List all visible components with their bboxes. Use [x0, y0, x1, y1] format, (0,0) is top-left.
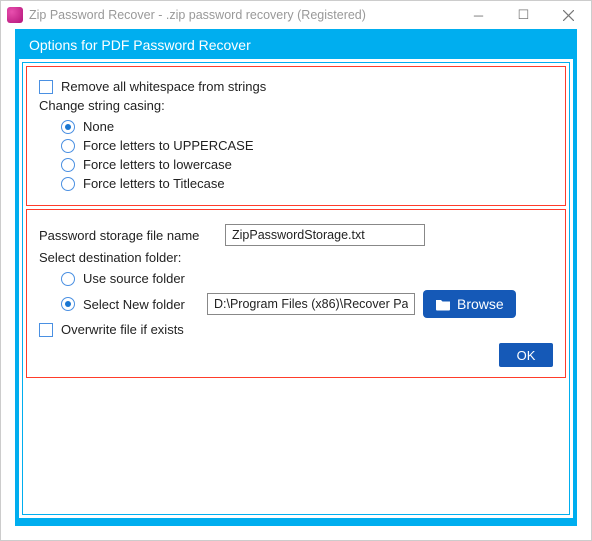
dest-label-source: Use source folder — [83, 271, 185, 286]
casing-option-lower[interactable]: Force letters to lowercase — [61, 157, 553, 172]
options-modal: Options for PDF Password Recover Remove … — [15, 29, 577, 526]
casing-label-title: Force letters to Titlecase — [83, 176, 225, 191]
storage-filename-row: Password storage file name — [39, 224, 553, 246]
casing-label-none: None — [83, 119, 114, 134]
casing-label-upper: Force letters to UPPERCASE — [83, 138, 254, 153]
window-title: Zip Password Recover - .zip password rec… — [29, 8, 366, 22]
dest-option-source[interactable]: Use source folder — [61, 271, 553, 286]
folder-icon — [435, 298, 451, 311]
browse-label: Browse — [457, 296, 504, 312]
casing-option-upper[interactable]: Force letters to UPPERCASE — [61, 138, 553, 153]
modal-body: Remove all whitespace from strings Chang… — [19, 59, 573, 518]
overwrite-row[interactable]: Overwrite file if exists — [39, 322, 553, 337]
dest-section-label: Select destination folder: — [39, 250, 553, 265]
storage-filename-input[interactable] — [225, 224, 425, 246]
casing-radio-upper[interactable] — [61, 139, 75, 153]
dest-path-input[interactable] — [207, 293, 415, 315]
browse-button[interactable]: Browse — [423, 290, 516, 318]
overwrite-label: Overwrite file if exists — [61, 322, 184, 337]
casing-option-title[interactable]: Force letters to Titlecase — [61, 176, 553, 191]
minimize-button[interactable]: ─ — [456, 1, 501, 29]
remove-whitespace-row[interactable]: Remove all whitespace from strings — [39, 79, 553, 94]
casing-label-lower: Force letters to lowercase — [83, 157, 232, 172]
modal-title: Options for PDF Password Recover — [19, 33, 573, 59]
dest-label-new: Select New folder — [83, 297, 199, 312]
remove-whitespace-checkbox[interactable] — [39, 80, 53, 94]
dest-radio-new[interactable] — [61, 297, 75, 311]
ok-button[interactable]: OK — [499, 343, 553, 367]
close-button[interactable] — [546, 1, 591, 29]
overwrite-checkbox[interactable] — [39, 323, 53, 337]
destination-panel: Password storage file name Select destin… — [26, 209, 566, 378]
casing-radio-lower[interactable] — [61, 158, 75, 172]
remove-whitespace-label: Remove all whitespace from strings — [61, 79, 266, 94]
dest-option-new[interactable]: Select New folder Browse — [61, 290, 553, 318]
casing-section-label: Change string casing: — [39, 98, 553, 113]
string-options-panel: Remove all whitespace from strings Chang… — [26, 66, 566, 206]
casing-radio-title[interactable] — [61, 177, 75, 191]
casing-option-none[interactable]: None — [61, 119, 553, 134]
window-titlebar: Zip Password Recover - .zip password rec… — [1, 1, 591, 29]
modal-actions: OK — [39, 343, 553, 367]
window-controls: ─ ☐ — [456, 1, 591, 29]
dest-radio-source[interactable] — [61, 272, 75, 286]
app-icon — [7, 7, 23, 23]
storage-filename-label: Password storage file name — [39, 228, 217, 243]
maximize-button[interactable]: ☐ — [501, 1, 546, 29]
casing-radio-none[interactable] — [61, 120, 75, 134]
